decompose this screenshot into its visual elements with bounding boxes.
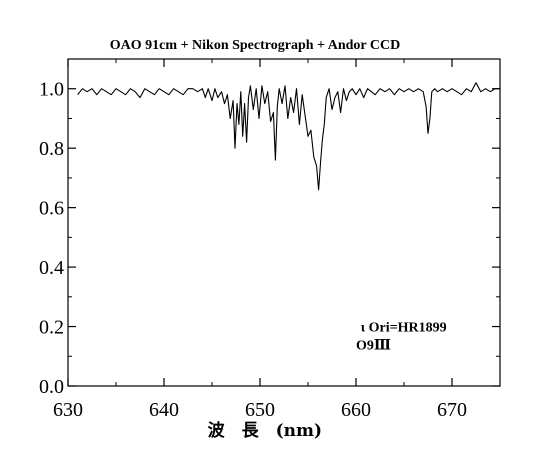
y-tick-label: 1.0 — [39, 79, 64, 101]
plot-frame — [67, 58, 501, 387]
annotation-star-name: ι Ori=HR1899 — [361, 321, 447, 336]
x-axis: 630 640 650 660 670 — [53, 59, 467, 421]
chart-title: OAO 91cm + Nikon Spectrograph + Andor CC… — [110, 38, 400, 53]
y-tick-label: 0.0 — [39, 376, 64, 398]
y-tick-label: 0.4 — [39, 257, 64, 279]
y-tick-label: 0.2 — [39, 317, 64, 339]
x-axis-label: 波 長 (nm) — [208, 420, 322, 441]
series-line-spectrum — [77, 82, 500, 191]
x-tick-label: 660 — [341, 399, 371, 421]
x-tick-label: 670 — [437, 399, 467, 421]
annotation-spectral-type: O9Ⅲ — [356, 338, 391, 353]
x-tick-label: 650 — [245, 399, 275, 421]
y-axis: 0.0 0.2 0.4 0.6 0.8 1.0 — [39, 58, 500, 398]
x-tick-label: 630 — [53, 399, 83, 421]
x-tick-label: 640 — [149, 399, 179, 421]
y-tick-label: 0.8 — [39, 138, 64, 160]
y-tick-label: 0.6 — [39, 198, 64, 220]
